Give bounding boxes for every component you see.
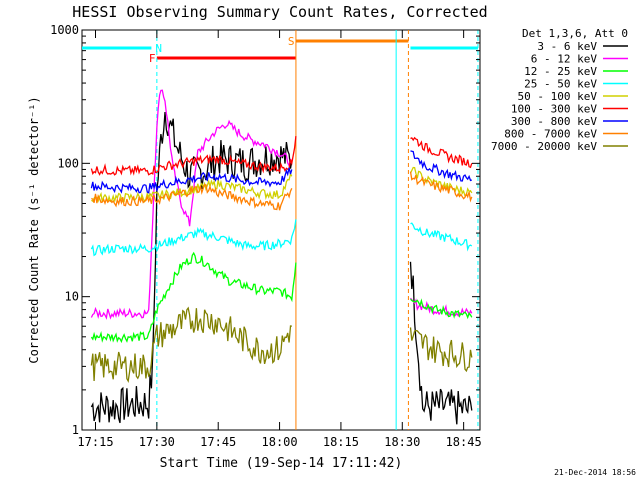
series-line-1	[90, 89, 293, 320]
legend-label: 6 - 12 keV	[531, 53, 598, 66]
legend-label: 300 - 800 keV	[511, 115, 597, 128]
series-line-2	[90, 251, 297, 344]
y-tick-label: 1000	[50, 23, 79, 37]
legend-label: 7000 - 20000 keV	[491, 140, 597, 153]
axis-ticks: 17:15 17:30 17:45 18:00 18:15 18:30 18:45 1 10 10…	[50, 23, 482, 449]
flag-label-f: F	[149, 52, 156, 65]
series-line-6	[410, 150, 472, 182]
x-tick-label: 18:45	[446, 435, 482, 449]
series-line-5	[410, 136, 473, 169]
y-tick-label: 10	[65, 290, 79, 304]
legend-label: 50 - 100 keV	[518, 90, 598, 103]
chart-title: HESSI Observing Summary Count Rates, Cor…	[72, 3, 487, 21]
mode-flags: NF S	[82, 35, 478, 65]
series-lines	[90, 89, 473, 425]
x-tick-label: 18:30	[384, 435, 420, 449]
x-tick-label: 17:15	[77, 435, 113, 449]
legend-label: 25 - 50 keV	[524, 78, 597, 91]
series-line-3	[90, 219, 297, 257]
date-stamp: 21-Dec-2014 18:56	[554, 468, 636, 477]
legend-label: 800 - 7000 keV	[504, 128, 597, 141]
y-tick-label: 100	[57, 156, 79, 170]
series-line-8	[409, 327, 473, 373]
legend-label: 100 - 300 keV	[511, 103, 597, 116]
series-line-5	[90, 136, 297, 176]
series-line-0	[90, 112, 293, 424]
x-tick-label: 17:30	[139, 435, 175, 449]
y-tick-label: 1	[72, 423, 79, 437]
x-tick-label: 18:00	[262, 435, 298, 449]
y-axis-label: Corrected Count Rate (s⁻¹ detector⁻¹)	[27, 96, 41, 363]
plot-frame	[81, 29, 481, 431]
legend-label: 3 - 6 keV	[537, 40, 597, 53]
series-line-3	[410, 222, 473, 252]
event-markers	[156, 30, 479, 430]
series-line-2	[410, 298, 473, 320]
series-line-0	[409, 261, 473, 425]
series-line-8	[90, 306, 292, 383]
x-tick-label: 18:15	[323, 435, 359, 449]
flag-label-s: S	[288, 35, 295, 48]
legend-label: 12 - 25 keV	[524, 65, 597, 78]
series-line-7	[409, 171, 473, 203]
legend-title: Det 1,3,6, Att 0	[522, 27, 628, 40]
series-line-7	[91, 184, 293, 211]
flag-label-n: N	[155, 42, 162, 55]
series-line-6	[90, 167, 293, 194]
x-tick-label: 17:45	[200, 435, 236, 449]
x-axis-label: Start Time (19-Sep-14 17:11:42)	[160, 456, 403, 471]
